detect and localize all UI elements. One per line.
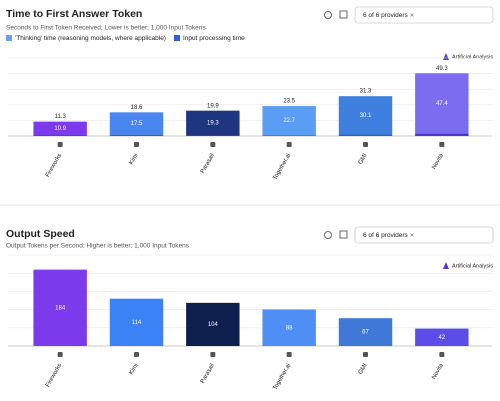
x-tick-label: Parasail bbox=[200, 153, 216, 175]
chart-title: Time to First Answer Token bbox=[6, 8, 142, 20]
provider-icon bbox=[439, 352, 445, 357]
bar-segment bbox=[33, 121, 87, 136]
provider-icon bbox=[439, 142, 445, 147]
provider-icon bbox=[210, 142, 216, 147]
value-label: 17.5 bbox=[131, 121, 143, 127]
bar-segment bbox=[338, 96, 393, 135]
bar bbox=[415, 328, 469, 346]
provider-icon bbox=[134, 352, 139, 357]
dropdown-text: 6 of 6 providers bbox=[363, 12, 409, 19]
x-tick-label: Fireworks bbox=[45, 153, 63, 179]
total-label: 49.3 bbox=[436, 66, 448, 72]
legend-label: 'Thinking' time (reasoning models, where… bbox=[15, 35, 166, 42]
legend-swatch bbox=[6, 35, 12, 41]
value-label: 22.7 bbox=[283, 118, 295, 124]
bar-segment bbox=[262, 106, 316, 135]
total-label: 31.3 bbox=[360, 89, 372, 95]
provider-icon bbox=[363, 352, 368, 357]
total-label: 18.6 bbox=[131, 105, 143, 111]
bar-segment bbox=[415, 73, 469, 134]
provider-icon bbox=[363, 142, 368, 147]
provider-icon bbox=[57, 352, 63, 357]
bar-segment bbox=[186, 135, 240, 136]
provider-icon bbox=[210, 352, 216, 357]
provider-icon bbox=[57, 142, 63, 147]
x-tick-label: Novita bbox=[431, 362, 445, 380]
image-icon[interactable] bbox=[339, 10, 348, 19]
value-label: 67 bbox=[362, 330, 369, 336]
bar-segment bbox=[262, 134, 316, 136]
bar bbox=[338, 318, 393, 346]
link-icon[interactable] bbox=[324, 11, 332, 19]
bar bbox=[262, 309, 316, 346]
legend-swatch bbox=[173, 35, 180, 41]
value-label: 19.3 bbox=[207, 121, 219, 127]
provider-icon bbox=[286, 352, 292, 357]
provider-icon bbox=[134, 142, 139, 147]
bar-segment bbox=[415, 133, 469, 136]
bar bbox=[33, 269, 87, 346]
x-tick-label: Fireworks bbox=[45, 363, 63, 389]
x-tick-label: Parasail bbox=[200, 363, 216, 385]
dropdown-text: 6 of 6 providers bbox=[363, 232, 409, 239]
value-label: 30.1 bbox=[360, 113, 372, 119]
bar bbox=[186, 302, 240, 346]
x-tick-label: Novita bbox=[431, 152, 445, 170]
logo-text: Artificial Analysis bbox=[452, 54, 493, 60]
x-tick-label: GMI bbox=[358, 363, 369, 376]
value-label: 104 bbox=[208, 322, 219, 328]
provider-dropdown[interactable]: 6 of 6 providers × bbox=[354, 226, 494, 244]
bar-segment bbox=[338, 134, 393, 136]
bar-segment bbox=[186, 110, 240, 136]
bar bbox=[109, 298, 164, 346]
value-label: 10.9 bbox=[54, 126, 66, 132]
bar-segment bbox=[109, 112, 164, 135]
link-icon[interactable] bbox=[324, 231, 332, 239]
x-tick-label: Together.ai bbox=[272, 153, 292, 181]
value-label: 42 bbox=[438, 335, 445, 341]
total-label: 11.3 bbox=[55, 114, 67, 120]
x-tick-label: Together.ai bbox=[272, 363, 292, 391]
logo-icon bbox=[443, 53, 449, 60]
logo-text: Artificial Analysis bbox=[452, 263, 493, 269]
bar-segment bbox=[33, 135, 87, 136]
value-label: 114 bbox=[132, 320, 142, 326]
logo-icon bbox=[443, 262, 449, 269]
provider-dropdown[interactable]: 6 of 6 providers × bbox=[354, 6, 494, 24]
value-label: 184 bbox=[55, 305, 66, 311]
value-label: 47.4 bbox=[436, 101, 448, 107]
chart-title: Output Speed bbox=[6, 228, 75, 240]
clear-icon[interactable]: × bbox=[410, 232, 414, 239]
x-tick-label: Kimi bbox=[129, 363, 140, 376]
x-tick-label: Kimi bbox=[129, 153, 140, 166]
value-label: 88 bbox=[286, 325, 293, 331]
total-label: 19.9 bbox=[207, 103, 219, 109]
chart-subtitle: Output Tokens per Second; Higher is bett… bbox=[6, 243, 190, 250]
provider-icon bbox=[286, 142, 292, 147]
bar-segment bbox=[109, 134, 164, 136]
x-tick-label: GMI bbox=[358, 153, 369, 166]
legend-label: Input processing time bbox=[183, 35, 245, 42]
image-icon[interactable] bbox=[339, 230, 348, 239]
chart-subtitle: Seconds to First Token Received; Lower i… bbox=[6, 25, 206, 32]
clear-icon[interactable]: × bbox=[410, 12, 414, 19]
total-label: 23.5 bbox=[283, 99, 295, 105]
